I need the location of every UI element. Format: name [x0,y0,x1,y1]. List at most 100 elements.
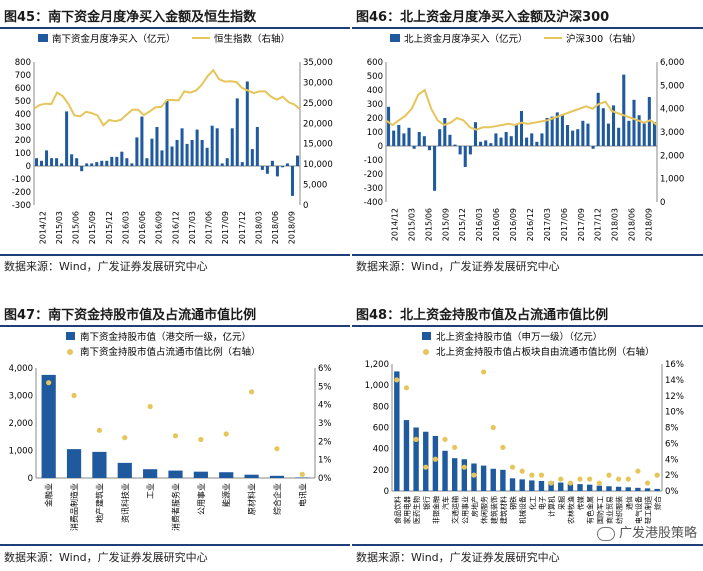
ratio-dot [577,476,583,482]
y-tick-left: 200 [15,136,31,146]
bar [35,158,39,166]
bar [480,465,487,491]
bar [632,99,636,146]
bar [245,81,249,166]
bar [210,125,214,166]
source-rule [352,544,703,546]
bar [215,128,219,166]
bar [130,163,134,166]
x-tick-label: 2017/03 [543,208,552,241]
bar [90,163,94,166]
ratio-dot [509,464,516,470]
bar [145,158,149,166]
ratio-dot [122,435,128,441]
legend-swatch-dot [423,349,429,355]
bar [652,122,656,146]
y-tick-right: 1% [318,456,332,466]
ratio-dot [654,472,660,478]
x-tick-label: 2015/12 [458,208,467,241]
y-tick-left: 800 [15,58,31,68]
bar [255,127,259,166]
x-tick-label: 2018/09 [645,208,654,241]
bar [525,137,529,146]
x-tick-label: 电讯业 [297,483,307,507]
ratio-dot [394,377,400,383]
bar [540,133,544,146]
y-tick-left: 0 [384,487,389,497]
bar [402,133,406,146]
bar [463,146,467,167]
bar [550,116,554,146]
x-tick-label: 消费品制造业 [69,483,79,531]
y-tick-right: 5,000 [660,81,684,91]
panel-title: 图48：北上资金持股市值及占流通市值比例 [356,308,609,323]
bar [565,125,570,146]
bar [80,166,84,172]
x-tick-label: 2017/12 [594,208,603,241]
y-tick-left: 700 [15,71,31,81]
x-tick-label: 2016/06 [138,211,147,244]
legend-label-bar: 南下资金月度净买入（亿元） [52,33,176,45]
x-tick-label: 2018/03 [254,211,263,244]
ratio-dot [198,436,204,443]
bar [412,146,416,149]
x-tick-label: 汽车 [441,496,450,510]
bar [55,158,59,166]
bar [601,108,605,146]
bar [285,163,289,166]
ratio-dot [471,472,477,478]
bar [66,449,82,478]
bar [438,129,442,146]
x-tick-label: 公用事业 [460,496,469,524]
bar [75,158,79,166]
y-tick-right: 15,000 [303,140,333,150]
bar [453,144,457,146]
x-tick-label: 2015/09 [88,211,97,244]
bar [642,123,646,146]
bar [260,166,264,170]
x-tick-label: 建筑材料 [499,496,508,524]
y-tick-right: 4,000 [660,105,684,115]
y-tick-left: 400 [373,445,389,455]
legend-label-line: 恒生指数（右轴） [214,33,290,45]
y-tick-right: 6% [665,439,679,449]
bar [586,484,593,491]
y-tick-left: 1,000 [365,381,389,391]
bar [432,435,439,491]
bar [280,166,284,168]
bar [155,127,159,166]
bar [168,470,183,478]
ratio-dot [442,436,448,443]
bar [205,147,209,166]
panel-northbound-flow: 图46：北上资金月度净买入金额及沪深300 北上资金月度净买入（亿元） 沪深300… [352,0,703,280]
bar [392,130,396,146]
bar [468,146,472,155]
x-tick-label: 2017/06 [560,208,569,241]
bar [548,481,554,491]
y-tick-left: 4,000 [9,364,33,374]
bar [617,127,621,146]
x-tick-label: 2014/12 [38,211,47,244]
bar [175,140,179,166]
bar [644,488,651,491]
bar [290,166,294,196]
x-tick-label: 采掘 [557,496,566,510]
bar [92,451,107,478]
y-tick-left: 2,000 [9,419,33,429]
y-tick-left: 0 [28,474,33,484]
y-tick-left: -200 [12,188,31,198]
y-tick-left: 200 [367,114,383,124]
bar [654,488,660,491]
x-tick-label: 2018/06 [271,211,280,244]
legend-swatch-bar [38,34,48,42]
y-tick-right: 6% [318,364,332,374]
bar [185,143,189,166]
x-tick-label: 2016/09 [509,208,518,241]
panel-southbound-holdings: 图47：南下资金持股市值及占流通市值比例 南下资金持股市值（港交所一级，亿元）南… [0,298,350,571]
ratio-dot [461,464,467,470]
ratio-dot [223,431,229,437]
y-tick-left: 1,200 [365,360,389,370]
y-tick-left: -400 [364,198,383,208]
bar [275,166,279,177]
chart-southbound-holdings: 南下资金持股市值（港交所一级，亿元） 南下资金持股市值占流通市值比例（右轴） 0 1,… [9,331,332,531]
